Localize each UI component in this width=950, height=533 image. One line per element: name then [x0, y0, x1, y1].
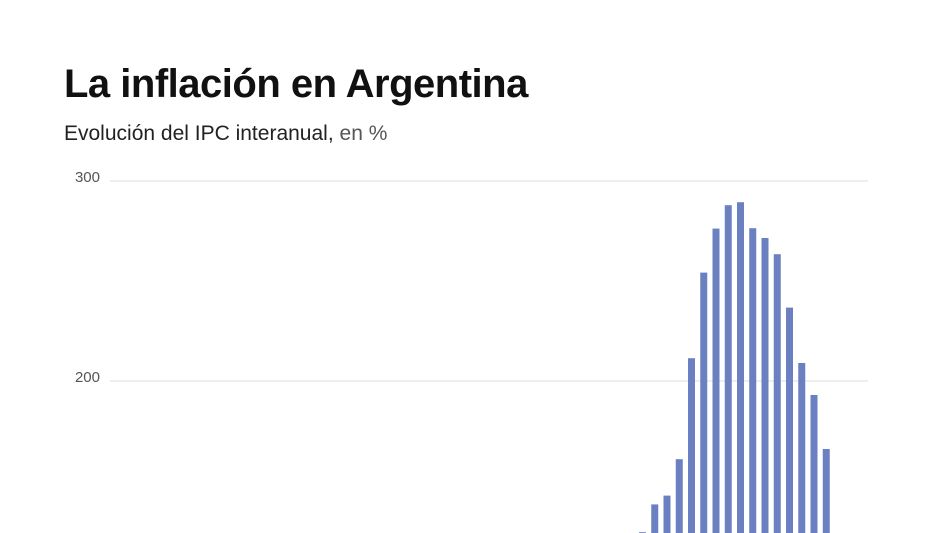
bar [749, 228, 757, 533]
bar [651, 504, 659, 533]
bar [786, 307, 793, 533]
chart-subtitle: Evolución del IPC interanual, en % [64, 122, 387, 146]
bar [675, 459, 683, 533]
bar [712, 228, 720, 533]
bar [663, 495, 671, 533]
chart-title: La inflación en Argentina [64, 62, 528, 106]
bar [773, 254, 781, 533]
bar [798, 363, 806, 533]
subtitle-unit: en % [339, 122, 388, 145]
bar [810, 395, 818, 533]
y-tick-label: 200 [75, 369, 100, 386]
bar [700, 272, 708, 533]
y-tick-label: 300 [75, 169, 100, 186]
bar [688, 358, 695, 533]
bar [737, 202, 744, 533]
bar [724, 205, 732, 533]
subtitle-text: Evolución del IPC interanual, [64, 122, 334, 145]
bar [822, 449, 830, 533]
bar [761, 238, 769, 533]
